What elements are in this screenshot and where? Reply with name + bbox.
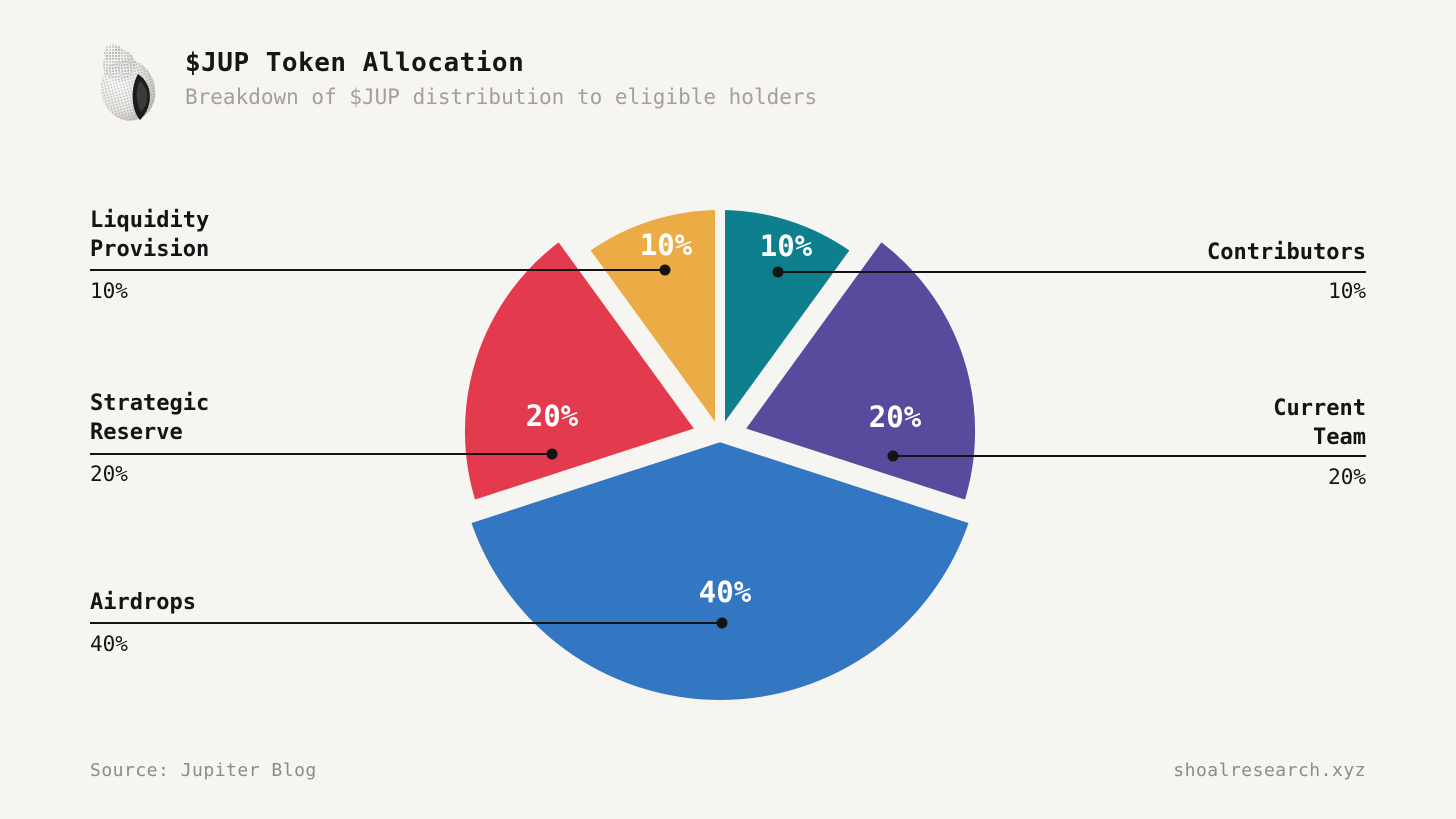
callout-label: Contributors [1207, 240, 1366, 265]
callout-percent: 10% [1328, 279, 1366, 303]
leader-dot-contributors [772, 266, 784, 278]
slice-percent-liquidity-provision: 10% [640, 228, 693, 262]
callout-label: Airdrops [90, 590, 196, 615]
callout-label: Current [1273, 396, 1366, 421]
callout-label: Liquidity [90, 208, 210, 233]
pie-slice-airdrops [460, 432, 980, 710]
callout-percent: 10% [90, 279, 128, 303]
header: $JUP Token Allocation Breakdown of $JUP … [185, 48, 817, 110]
callout-label: Provision [90, 237, 210, 262]
page-title: $JUP Token Allocation [185, 48, 525, 78]
pie-slice-strategic-reserve [454, 230, 707, 511]
pie-slice-liquidity-provision [578, 200, 725, 442]
pie-slice-contributors [715, 200, 862, 442]
callout-liquidity-provision: Liquidity Provision 10% [90, 206, 209, 303]
callout-strategic-reserve: Strategic Reserve 20% [90, 389, 209, 486]
callout-percent: 20% [1328, 465, 1366, 489]
slice-percent-strategic-reserve: 20% [526, 399, 579, 433]
source-credit: Source: Jupiter Blog [90, 760, 317, 781]
callout-label: Team [1313, 425, 1366, 450]
shell-logo-icon [100, 44, 156, 121]
callout-percent: 40% [90, 632, 128, 656]
pie-slice-current-team [733, 230, 986, 511]
callout-airdrops: Airdrops 40% [90, 588, 196, 656]
callout-contributors: Contributors 10% [1207, 238, 1366, 303]
callout-label: Reserve [90, 420, 183, 445]
leader-dot-airdrops [716, 617, 728, 629]
callout-current-team: Current Team 20% [1273, 394, 1366, 489]
leader-dot-liquidity-provision [659, 264, 671, 276]
site-credit: shoalresearch.xyz [1173, 760, 1366, 781]
callout-label: Strategic [90, 391, 210, 416]
leader-dot-strategic-reserve [546, 448, 558, 460]
slice-percent-airdrops: 40% [699, 575, 752, 609]
callout-percent: 20% [90, 462, 128, 486]
slice-percent-contributors: 10% [760, 229, 813, 263]
slice-percent-current-team: 20% [869, 400, 922, 434]
page-subtitle: Breakdown of $JUP distribution to eligib… [185, 85, 818, 109]
leader-dot-current-team [887, 450, 899, 462]
